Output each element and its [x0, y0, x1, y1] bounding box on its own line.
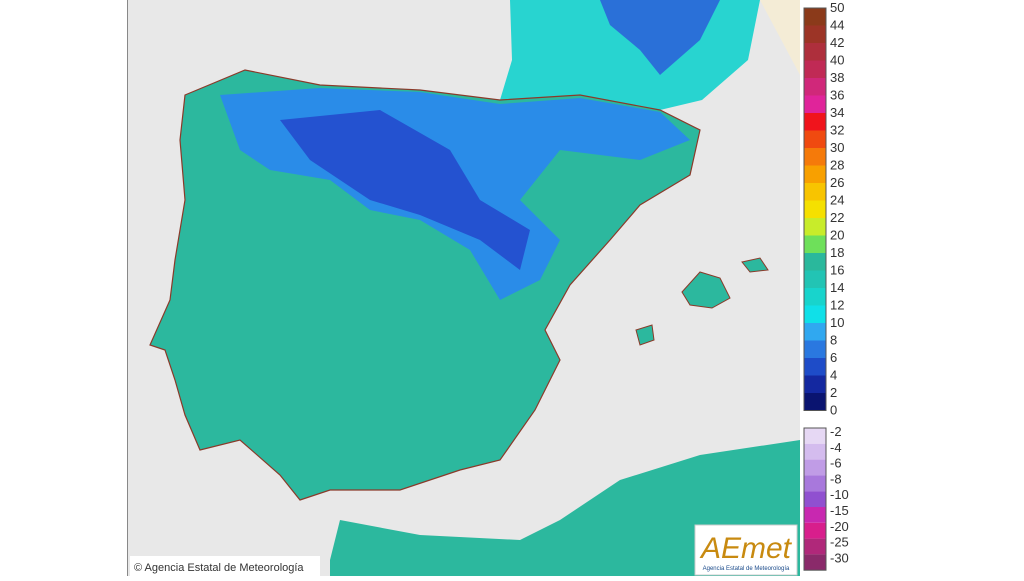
- scale-label: -2: [830, 424, 842, 439]
- scale-swatch: [804, 200, 826, 218]
- scale-label: 40: [830, 53, 844, 68]
- scale-swatch: [804, 43, 826, 61]
- scale-label: 42: [830, 35, 844, 50]
- scale-label: 20: [830, 228, 844, 243]
- scale-label: 34: [830, 105, 844, 120]
- scale-swatch: [804, 358, 826, 376]
- scale-label: 2: [830, 385, 837, 400]
- menorca: [741, 257, 769, 273]
- scale-swatch: [804, 113, 826, 131]
- scale-swatch: [804, 491, 826, 507]
- scale-label: 26: [830, 175, 844, 190]
- scale-swatch: [804, 340, 826, 358]
- scale-swatch: [804, 8, 826, 26]
- scale-swatch: [804, 253, 826, 271]
- scale-swatch: [804, 130, 826, 148]
- scale-swatch: [804, 522, 826, 539]
- credit-bg: [130, 556, 320, 576]
- scale-label: -30: [830, 550, 849, 565]
- scale-label: 36: [830, 88, 844, 103]
- scale-swatch: [804, 375, 826, 393]
- scale-swatch: [804, 288, 826, 306]
- scale-swatch: [804, 183, 826, 201]
- scale-swatch: [804, 305, 826, 323]
- land-outside: [760, 0, 800, 75]
- scale-label: 16: [830, 263, 844, 278]
- ibiza: [635, 324, 655, 346]
- scale-label: 10: [830, 315, 844, 330]
- scale-label: 6: [830, 350, 837, 365]
- cold-area: [600, 0, 720, 75]
- scale-swatch: [804, 428, 826, 444]
- logo-subtitle: Agencia Estatal de Meteorología: [703, 566, 790, 572]
- scale-label: 12: [830, 298, 844, 313]
- scale-label: 50: [830, 0, 844, 15]
- scale-swatch: [804, 60, 826, 78]
- scale-label: 4: [830, 368, 837, 383]
- scale-label: 38: [830, 70, 844, 85]
- scale-swatch: [804, 507, 826, 523]
- scale-label: 8: [830, 333, 837, 348]
- scale-label: 30: [830, 140, 844, 155]
- scale-swatch: [804, 218, 826, 236]
- scale-label: 14: [830, 280, 844, 295]
- scale-swatch: [804, 25, 826, 43]
- scale-swatch: [804, 459, 826, 476]
- scale-swatch: [804, 95, 826, 113]
- scale-label: 28: [830, 158, 844, 173]
- cold-core: [280, 110, 530, 270]
- scale-label: 24: [830, 193, 844, 208]
- scale-label: -15: [830, 503, 849, 518]
- scale-label: -10: [830, 487, 849, 502]
- scale-swatch: [804, 443, 826, 460]
- logo-name: AEmet: [699, 532, 793, 565]
- scale-label: 32: [830, 123, 844, 138]
- scale-label: 0: [830, 403, 837, 418]
- scale-label: 18: [830, 245, 844, 260]
- scale-swatch: [804, 323, 826, 341]
- scale-swatch: [804, 148, 826, 166]
- scale-swatch: [804, 393, 826, 411]
- scale-label: -6: [830, 456, 842, 471]
- credit: © Agencia Estatal de Meteorología: [134, 562, 304, 574]
- scale-label: -8: [830, 471, 842, 486]
- scale-frame: [803, 7, 827, 411]
- scale-frame: [803, 427, 827, 571]
- scale-swatch: [804, 235, 826, 253]
- scale-swatch: [804, 554, 826, 571]
- scale-swatch: [804, 165, 826, 183]
- scale-swatch: [804, 538, 826, 555]
- iberia: [149, 69, 701, 501]
- africa: [330, 440, 800, 576]
- scale-swatch: [804, 270, 826, 288]
- scale-label: 44: [830, 18, 844, 33]
- scale-label: -25: [830, 535, 849, 550]
- scale-label: 22: [830, 210, 844, 225]
- scale-label: -4: [830, 440, 842, 455]
- scale-swatch: [804, 78, 826, 96]
- scale-label: -20: [830, 519, 849, 534]
- left-margin: [0, 0, 127, 576]
- mallorca: [681, 271, 731, 309]
- logo-box: [694, 524, 798, 576]
- scale-swatch: [804, 475, 826, 492]
